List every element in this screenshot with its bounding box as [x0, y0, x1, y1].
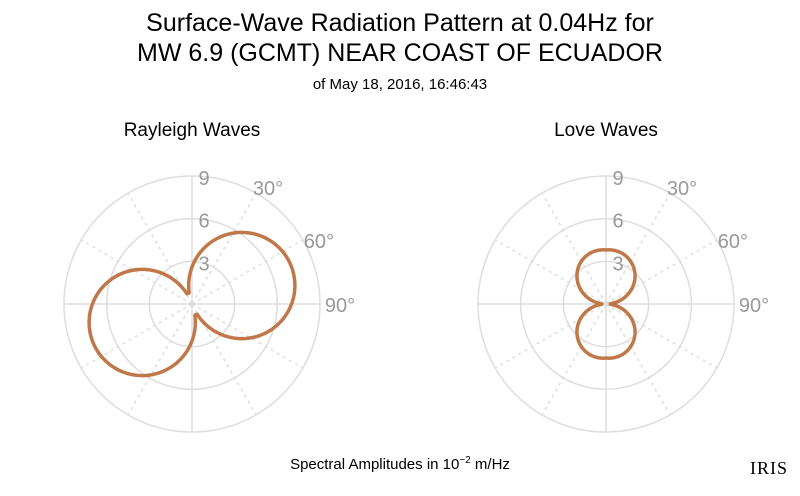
- caption-suffix: m/Hz: [470, 456, 510, 473]
- love-panel-title: Love Waves: [554, 120, 658, 141]
- radial-tick-label: 3: [612, 253, 623, 275]
- polar-spoke: [191, 192, 257, 305]
- polar-spoke: [605, 239, 718, 305]
- radial-tick-label: 6: [198, 211, 209, 233]
- angle-tick-label: 30°: [667, 178, 697, 200]
- rayleigh-panel-title: Rayleigh Waves: [123, 120, 261, 141]
- chart-title-line1: Surface-Wave Radiation Pattern at 0.04Hz…: [146, 9, 654, 37]
- chart-subtitle: of May 18, 2016, 16:46:43: [312, 76, 488, 93]
- polar-spoke: [605, 303, 718, 369]
- angle-tick-label: 90°: [325, 295, 355, 317]
- polar-spoke: [80, 239, 193, 305]
- angle-tick-label: 60°: [718, 231, 748, 253]
- polar-spoke: [80, 303, 193, 369]
- polar-spoke: [191, 303, 304, 369]
- radial-tick-label: 9: [198, 168, 209, 190]
- radiation-pattern-curve: [87, 230, 297, 378]
- polar-spoke: [494, 239, 607, 305]
- polar-spoke: [541, 192, 607, 305]
- chart-title-line2: MW 6.9 (GCMT) NEAR COAST OF ECUADOR: [137, 39, 663, 67]
- radial-tick-label: 6: [612, 211, 623, 233]
- angle-tick-label: 30°: [253, 178, 283, 200]
- polar-spoke: [541, 303, 607, 416]
- angle-tick-label: 90°: [739, 295, 769, 317]
- radial-tick-label: 9: [612, 168, 623, 190]
- polar-spoke: [605, 303, 671, 416]
- caption-exponent: −2: [459, 455, 471, 466]
- polar-spoke: [191, 239, 304, 305]
- polar-spoke: [494, 303, 607, 369]
- caption-prefix: Spectral Amplitudes in 10: [290, 456, 460, 473]
- polar-spoke: [127, 303, 193, 416]
- angle-tick-label: 60°: [304, 231, 334, 253]
- radial-tick-label: 3: [198, 253, 209, 275]
- x-axis-caption: Spectral Amplitudes in 10−2 m/Hz: [0, 455, 800, 473]
- polar-spoke: [605, 192, 671, 305]
- radiation-pattern-curve: [575, 248, 637, 360]
- iris-logo: IRIS: [749, 458, 788, 478]
